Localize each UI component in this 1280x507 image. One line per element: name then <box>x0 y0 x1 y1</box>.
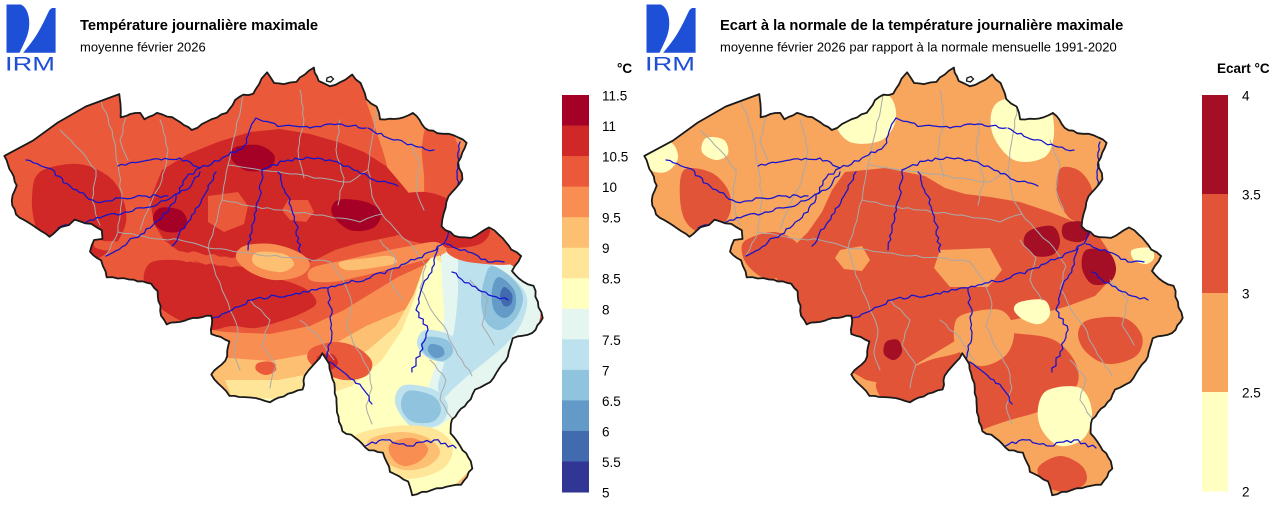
svg-text:9.5: 9.5 <box>602 211 621 226</box>
svg-text:IRM: IRM <box>645 55 695 76</box>
svg-text:9: 9 <box>602 241 610 256</box>
svg-text:Ecart °C: Ecart °C <box>1217 61 1270 76</box>
svg-text:6.5: 6.5 <box>602 394 621 409</box>
svg-text:3: 3 <box>1242 287 1250 302</box>
svg-text:10: 10 <box>602 180 617 195</box>
svg-text:2: 2 <box>1242 485 1250 500</box>
svg-text:11: 11 <box>602 119 616 134</box>
svg-text:10.5: 10.5 <box>602 150 628 165</box>
svg-text:3.5: 3.5 <box>1242 188 1261 203</box>
svg-text:4: 4 <box>1242 89 1250 104</box>
svg-text:6: 6 <box>602 424 610 439</box>
svg-text:11.5: 11.5 <box>602 89 627 104</box>
svg-text:moyenne février 2026: moyenne février 2026 <box>80 40 206 55</box>
svg-text:5.5: 5.5 <box>602 455 621 470</box>
svg-text:°C: °C <box>617 61 632 76</box>
svg-text:7.5: 7.5 <box>602 333 621 348</box>
svg-text:5: 5 <box>602 486 610 501</box>
svg-text:Température journalière maxima: Température journalière maximale <box>80 18 318 34</box>
svg-text:8: 8 <box>602 302 610 317</box>
svg-text:8.5: 8.5 <box>602 272 621 287</box>
svg-text:7: 7 <box>602 363 610 378</box>
svg-text:IRM: IRM <box>5 55 55 76</box>
svg-text:2.5: 2.5 <box>1242 386 1261 401</box>
svg-text:Ecart à la normale de la tempé: Ecart à la normale de la température jou… <box>720 18 1123 34</box>
svg-text:moyenne février 2026 par rappo: moyenne février 2026 par rapport à la no… <box>720 40 1117 55</box>
